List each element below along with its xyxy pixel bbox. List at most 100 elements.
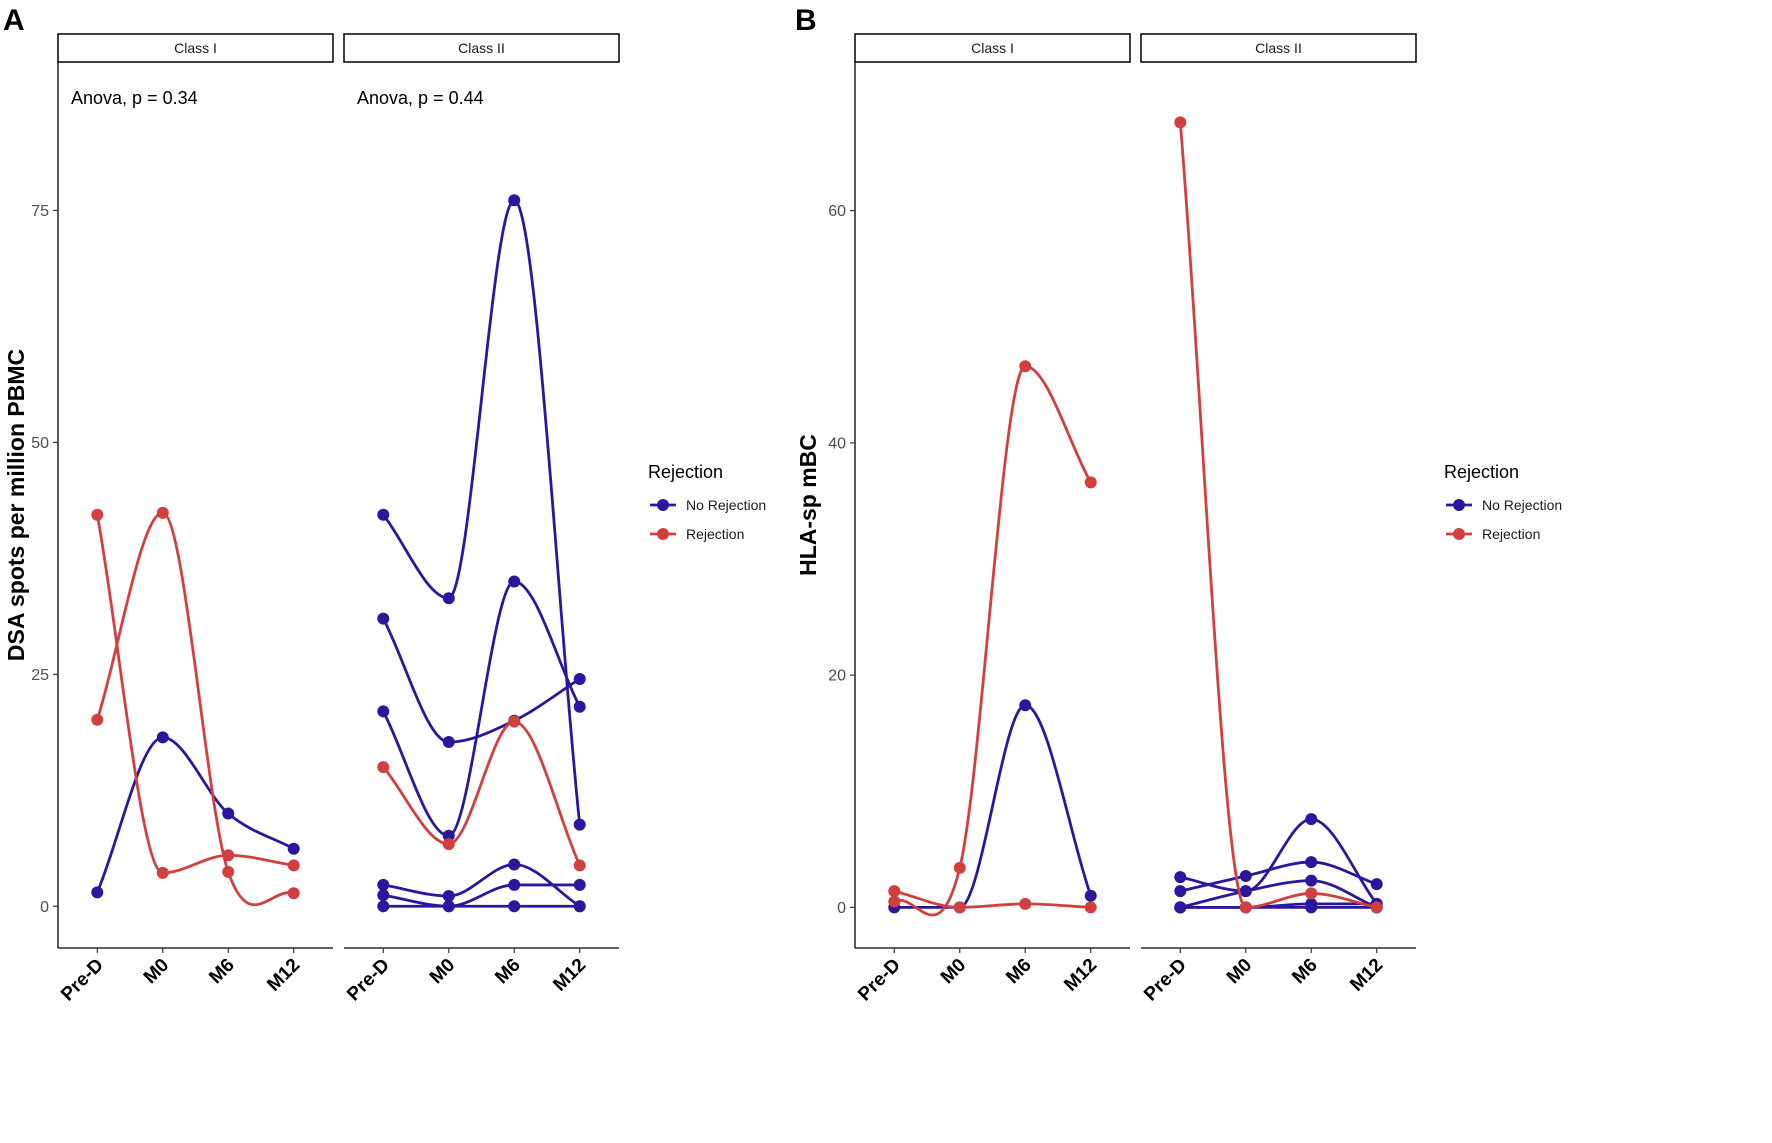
y-axis-title: DSA spots per million PBMC (3, 349, 29, 661)
data-point (442, 890, 455, 903)
x-tick-label: Pre-D (343, 955, 394, 1006)
data-point (508, 858, 521, 871)
legend-item: No Rejection (650, 497, 766, 513)
data-point (1370, 878, 1383, 891)
series-line (1178, 817, 1379, 906)
x-tick-label: M12 (549, 955, 590, 996)
x-tick-label: M0 (937, 955, 971, 989)
data-point (377, 705, 390, 718)
series-line (1178, 879, 1379, 909)
x-tick-label: M12 (1346, 955, 1387, 996)
data-point (573, 818, 586, 831)
y-tick-label: 60 (828, 203, 846, 220)
series-line (1178, 860, 1379, 893)
data-point (377, 761, 390, 774)
series-rejection (377, 715, 586, 872)
data-point (1239, 901, 1252, 914)
data-point (508, 878, 521, 891)
series-no-rejection (1174, 856, 1383, 898)
legend-item: Rejection (650, 526, 744, 542)
y-tick-label: 75 (31, 203, 49, 220)
data-point (287, 842, 300, 855)
x-tick-label: M0 (426, 955, 460, 989)
series-rejection (888, 885, 1097, 914)
series-no-rejection (377, 194, 586, 831)
facet-strip-label: Class II (1255, 40, 1302, 56)
x-tick-label: M12 (263, 955, 304, 996)
data-point (1174, 871, 1187, 884)
data-point (91, 508, 104, 521)
data-point (573, 700, 586, 713)
legend-key-point (657, 528, 669, 540)
data-point (377, 900, 390, 913)
series-line (95, 511, 296, 907)
data-point (222, 807, 235, 820)
legend-label: No Rejection (686, 497, 766, 513)
data-point (1305, 887, 1318, 900)
series-rejection (1174, 116, 1383, 914)
y-tick-label: 50 (31, 435, 49, 452)
legend-key-point (1453, 499, 1465, 511)
series-line (1178, 120, 1379, 909)
y-tick-label: 40 (828, 435, 846, 452)
legend-item: Rejection (1446, 526, 1540, 542)
x-tick-label: M6 (491, 955, 525, 989)
series-no-rejection (888, 699, 1097, 914)
data-point (1305, 856, 1318, 869)
x-tick-label: Pre-D (1140, 955, 1191, 1006)
series-no-rejection (377, 900, 586, 913)
series-line (381, 863, 582, 908)
data-point (156, 506, 169, 519)
data-point (377, 889, 390, 902)
x-tick-label: M6 (205, 955, 239, 989)
facet-class-ii: Class II Pre-D M0 M6 M12 Anova, p = 0.44 (343, 33, 620, 1006)
data-point (287, 887, 300, 900)
series-rejection (888, 360, 1097, 917)
data-point (287, 859, 300, 872)
data-point (377, 508, 390, 521)
data-point (156, 866, 169, 879)
data-point (1174, 901, 1187, 914)
series-no-rejection (377, 575, 586, 842)
series-line (381, 617, 582, 744)
anova-annotation: Anova, p = 0.44 (357, 88, 484, 108)
data-point (222, 865, 235, 878)
y-tick-label: 0 (40, 899, 49, 916)
series-line (95, 513, 296, 875)
data-point (1084, 901, 1097, 914)
data-point (953, 901, 966, 914)
data-point (1019, 699, 1032, 712)
legend-key-point (1453, 528, 1465, 540)
data-point (573, 900, 586, 913)
data-point (1305, 874, 1318, 887)
legend-item: No Rejection (1446, 497, 1562, 513)
legend: Rejection No Rejection Rejection (1444, 462, 1562, 542)
facet-strip (1140, 33, 1417, 63)
legend-label: No Rejection (1482, 497, 1562, 513)
data-point (1084, 889, 1097, 902)
data-point (573, 859, 586, 872)
legend: Rejection No Rejection Rejection (648, 462, 766, 542)
data-point (1305, 901, 1318, 914)
series-line (892, 703, 1093, 909)
series-line (95, 736, 296, 894)
y-tick-label: 20 (828, 668, 846, 685)
x-tick-label: M0 (140, 955, 174, 989)
series-rejection (91, 508, 300, 879)
series-line (381, 198, 582, 827)
data-point (1239, 885, 1252, 898)
data-point (1019, 360, 1032, 373)
data-point (442, 829, 455, 842)
facet-class-ii: Class II Pre-D M0 M6 M12 (1140, 33, 1417, 1006)
data-point (573, 878, 586, 891)
facet-strip-label: Class I (971, 40, 1014, 56)
panel-a: A DSA spots per million PBMC 0 25 50 75 Class … (3, 4, 766, 1005)
legend-key-point (657, 499, 669, 511)
data-point (508, 900, 521, 913)
data-point (442, 900, 455, 913)
data-point (1174, 885, 1187, 898)
data-point (377, 612, 390, 625)
data-point (1370, 901, 1383, 914)
series-line (381, 580, 582, 838)
data-point (1084, 476, 1097, 489)
